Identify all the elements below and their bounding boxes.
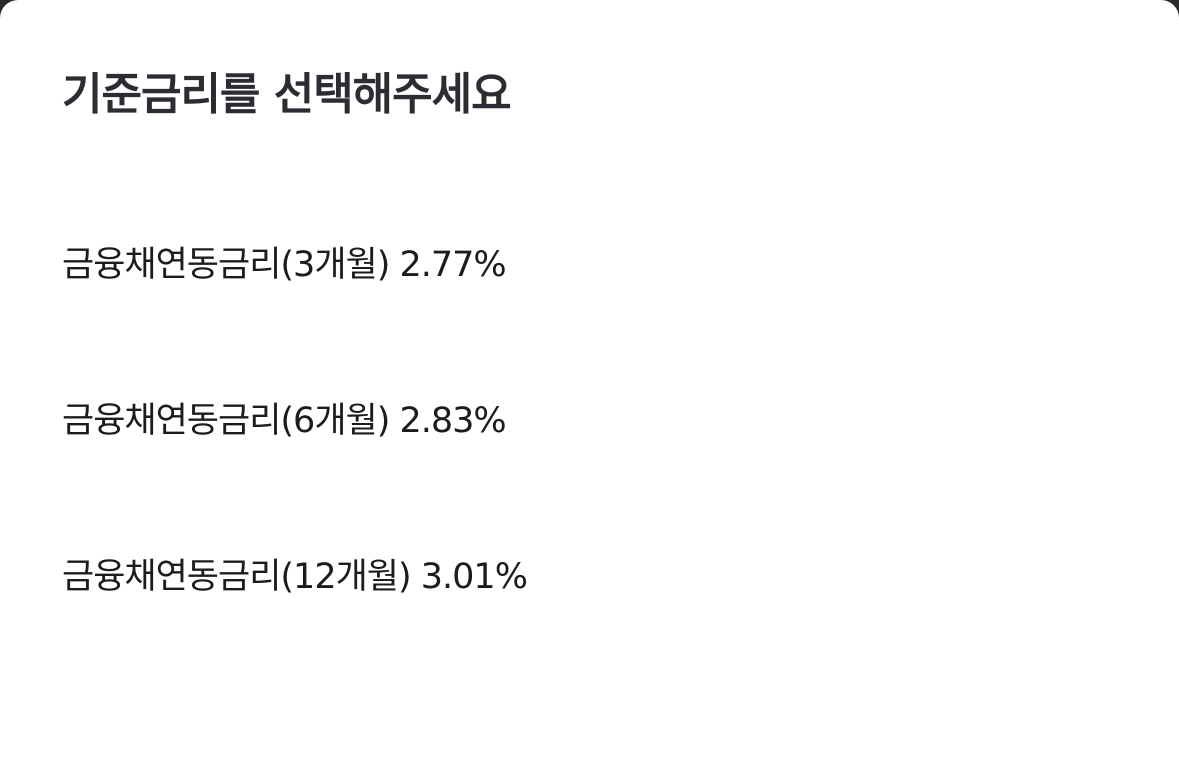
option-12-month-rate[interactable]: 금융채연동금리(12개월) 3.01%	[62, 557, 528, 597]
option-6-month-rate[interactable]: 금융채연동금리(6개월) 2.83%	[62, 401, 507, 441]
sheet-title: 기준금리를 선택해주세요	[62, 69, 512, 120]
option-3-month-rate[interactable]: 금융채연동금리(3개월) 2.77%	[62, 245, 507, 285]
